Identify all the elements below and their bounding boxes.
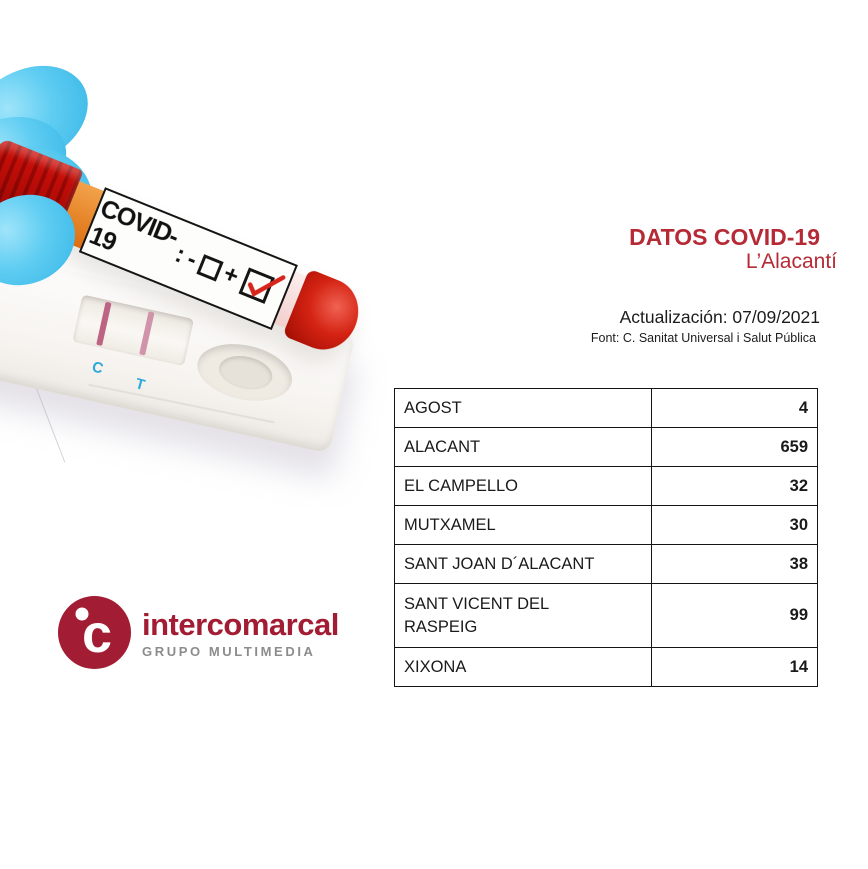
municipality-label: XIXONA [404,657,467,676]
test-line [139,311,155,356]
table-row: SANT VICENT DEL RASPEIG 99 [393,583,818,648]
logo-text-block: intercomarcal GRUPO MULTIMEDIA [142,595,339,659]
municipality-cell: SANT VICENT DEL RASPEIG [393,583,653,648]
municipality-cell: AGOST [393,388,653,428]
covid-test-photo: C T COVID-19 : - + [0,0,470,490]
value-cell: 32 [651,466,818,506]
municipality-label: AGOST [404,398,462,417]
municipality-label: EL CAMPELLO [404,476,519,495]
header: DATOS COVID-19 L’Alacantí Actualización:… [590,224,837,346]
intercomarcal-logo: c intercomarcal GRUPO MULTIMEDIA [57,595,339,670]
sample-well [191,335,298,410]
control-letter: C [90,358,106,378]
blood-tube: COVID-19 : - + [0,138,377,367]
test-letter: T [133,375,147,395]
table-row: AGOST 4 [393,388,818,428]
table-row: MUTXAMEL 30 [393,505,818,545]
value-cell: 14 [651,647,818,687]
municipality-cell: XIXONA [393,647,653,687]
value-cell: 4 [651,388,818,428]
municipality-label: SANT JOAN D´ALACANT [404,554,595,573]
table-row: EL CAMPELLO 32 [393,466,818,506]
page-title: DATOS COVID-19 [629,224,820,250]
municipality-label: SANT VICENT DEL RASPEIG [404,595,549,636]
update-date: Actualización: 07/09/2021 [619,306,820,327]
tube-label-text: COVID-19 [85,194,183,257]
municipality-cell: SANT JOAN D´ALACANT [393,544,653,584]
sample-well-inner [215,351,276,395]
positive-checkbox-checked [238,267,286,304]
logo-name: intercomarcal [142,607,339,642]
table-row: XIXONA 14 [393,647,818,687]
table-row: ALACANT 659 [393,427,818,467]
control-line [96,301,112,346]
municipality-cell: EL CAMPELLO [393,466,653,506]
data-source: Font: C. Sanitat Universal i Salut Públi… [590,330,816,345]
logo-tagline: GRUPO MULTIMEDIA [142,644,316,659]
negative-checkbox [196,253,224,281]
region-subtitle: L’Alacantí [745,249,837,273]
table-row: SANT JOAN D´ALACANT 38 [393,544,818,584]
tube-label: COVID-19 : - + [78,187,298,331]
value-cell: 30 [651,505,818,545]
value-cell: 99 [651,583,818,648]
value-cell: 659 [651,427,818,467]
logo-circle-icon: c [58,596,131,669]
municipality-cell: MUTXAMEL [393,505,653,545]
test-result-window [72,294,195,367]
municipality-label: ALACANT [404,437,481,456]
municipality-cell: ALACANT [393,427,653,467]
covid-cases-table: AGOST 4 ALACANT 659 EL CAMPELLO 32 MUTXA… [393,388,818,687]
municipality-label: MUTXAMEL [404,515,496,534]
value-cell: 38 [651,544,818,584]
